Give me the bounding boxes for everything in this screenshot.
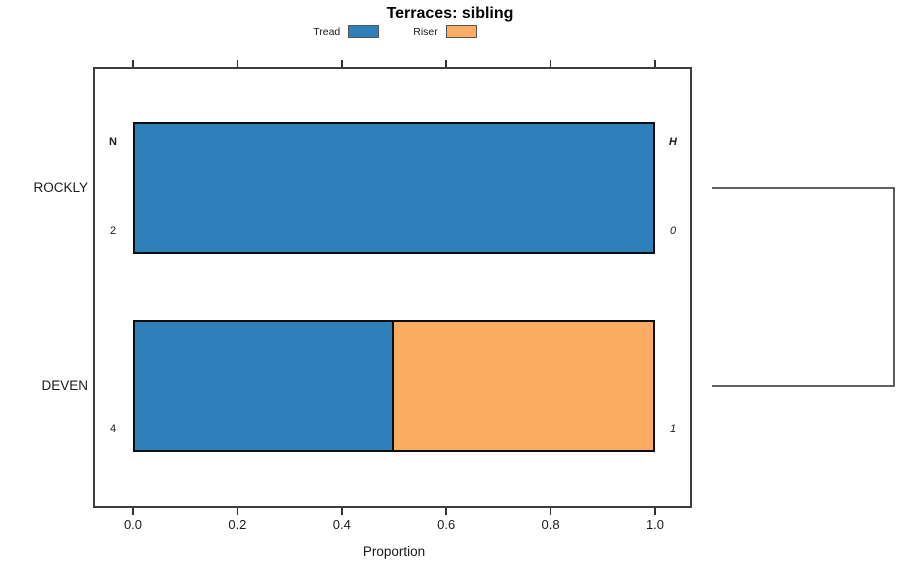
x-tick-top <box>445 60 447 67</box>
bar-segment-riser <box>394 322 653 450</box>
annotation-h-value: 0 <box>669 225 677 237</box>
legend: Tread Riser <box>0 25 790 38</box>
x-tick-bottom <box>132 508 134 515</box>
legend-swatch-tread <box>348 25 380 38</box>
bar-segment-tread <box>135 124 653 252</box>
x-tick-label: 0.0 <box>123 517 143 532</box>
x-tick-label: 0.8 <box>541 517 560 532</box>
annotation-n-value: 4 <box>109 423 117 435</box>
x-tick-label: 0.4 <box>332 517 351 532</box>
legend-item-riser: Riser <box>413 25 477 38</box>
bar-rockly <box>133 122 655 254</box>
x-tick-bottom <box>445 508 447 515</box>
x-tick-label: 0.6 <box>437 517 456 532</box>
x-tick-bottom <box>654 508 656 515</box>
x-tick-top <box>341 60 343 67</box>
legend-item-tread: Tread <box>313 25 380 38</box>
y-category-label: ROCKLY <box>33 180 88 195</box>
x-tick-top <box>132 60 134 67</box>
annotation-n-value: 2 <box>109 225 117 237</box>
legend-label-riser: Riser <box>413 25 438 38</box>
x-tick-top <box>236 60 239 67</box>
legend-label-tread: Tread <box>313 25 341 38</box>
x-tick-bottom <box>236 508 239 515</box>
annotation-left-header: N <box>109 136 117 148</box>
x-axis-title: Proportion <box>362 544 426 559</box>
x-tick-top <box>549 60 552 67</box>
legend-swatch-riser <box>445 25 477 38</box>
x-tick-label: 1.0 <box>645 517 665 532</box>
x-tick-bottom <box>549 508 552 515</box>
bar-deven <box>133 320 655 452</box>
x-tick-label: 0.2 <box>228 517 247 532</box>
plot-box <box>93 67 692 508</box>
bracket-path <box>712 187 895 387</box>
chart-title: Terraces: sibling <box>386 5 514 22</box>
annotation-right-header: H <box>669 136 677 148</box>
bar-segment-tread <box>135 322 394 450</box>
y-category-label: DEVEN <box>41 378 88 393</box>
x-tick-top <box>654 60 656 67</box>
x-tick-bottom <box>341 508 343 515</box>
annotation-h-value: 1 <box>669 423 677 435</box>
